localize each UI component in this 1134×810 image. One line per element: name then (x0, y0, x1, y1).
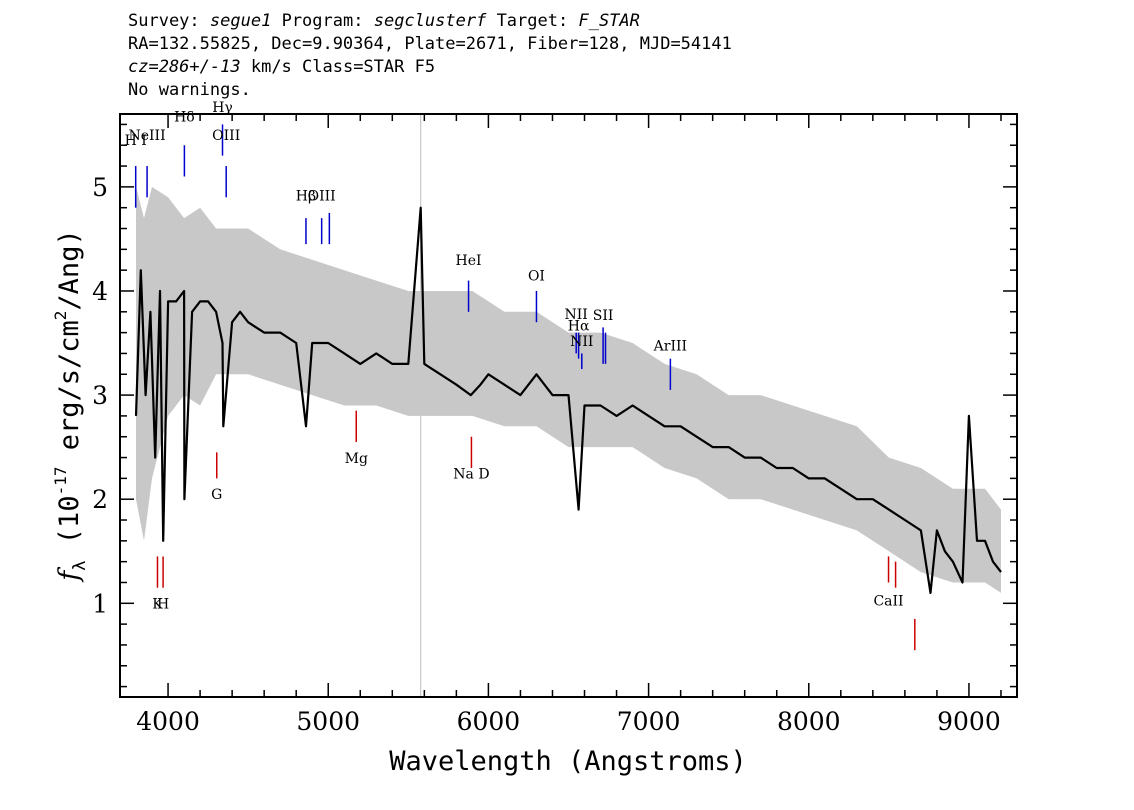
emission-line-label: Hα (568, 319, 590, 335)
survey-value: segue1 (209, 11, 272, 31)
y-axis-title: fλ (10-17 erg/s/cm2/Ang) (51, 229, 90, 582)
header-line-1: Survey: segue1 Program: segclusterf Targ… (128, 10, 640, 32)
x-tick-label: 9000 (937, 707, 1001, 736)
target-label: Target: (496, 11, 569, 31)
absorption-line-label: CaII (873, 593, 903, 609)
y-tick-label: 3 (92, 381, 108, 410)
header-line-2: RA=132.55825, Dec=9.90364, Plate=2671, F… (128, 34, 732, 54)
emission-line-label: NII (570, 334, 593, 350)
x-tick-label: 7000 (617, 707, 681, 736)
header-line-3: cz=286+/-13 km/s Class=STAR F5 (128, 56, 435, 78)
emission-line-label: SII (593, 308, 614, 324)
absorption-line-label: Mg (345, 451, 368, 467)
emission-line-label: NeIII (128, 128, 165, 144)
emission-line-label: OIII (308, 188, 336, 204)
absorption-line-label: H (157, 597, 169, 613)
y-tick-label: 5 (92, 173, 108, 202)
plot-frame (119, 113, 1018, 698)
y-tick-label: 1 (92, 589, 108, 618)
survey-label: Survey: (128, 11, 200, 31)
x-tick-label: 6000 (457, 707, 521, 736)
program-value: segclusterf (373, 11, 487, 31)
x-tick-label: 4000 (136, 707, 200, 736)
emission-line-label: H I (125, 133, 147, 149)
x-tick-label: 8000 (777, 707, 841, 736)
absorption-line-label: G (211, 487, 222, 503)
header-warnings: No warnings. (128, 80, 251, 100)
emission-line-label: ArIII (653, 338, 687, 354)
emission-line-label: Hγ (212, 100, 233, 116)
absorption-line-label: Na D (453, 466, 489, 482)
flux-error-band (136, 186, 1001, 593)
emission-line-label: OI (528, 269, 545, 285)
y-tick-label: 4 (92, 277, 108, 306)
cz-units: km/s Class=STAR F5 (250, 57, 436, 77)
emission-line-label: OIII (212, 128, 240, 144)
emission-line-label: NII (565, 307, 588, 323)
emission-line-label: Hδ (174, 109, 195, 125)
target-value: F_STAR (578, 11, 640, 31)
x-axis-title: Wavelength (Angstroms) (389, 746, 747, 777)
cz-value: cz=286+/-13 (128, 57, 241, 77)
program-label: Program: (281, 11, 364, 31)
y-tick-label: 2 (92, 485, 108, 514)
emission-line-label: Hβ (296, 188, 316, 204)
x-tick-label: 5000 (296, 707, 360, 736)
flux-series-line (134, 206, 1002, 595)
absorption-line-label: K (152, 597, 163, 613)
emission-line-label: HeI (456, 253, 482, 269)
